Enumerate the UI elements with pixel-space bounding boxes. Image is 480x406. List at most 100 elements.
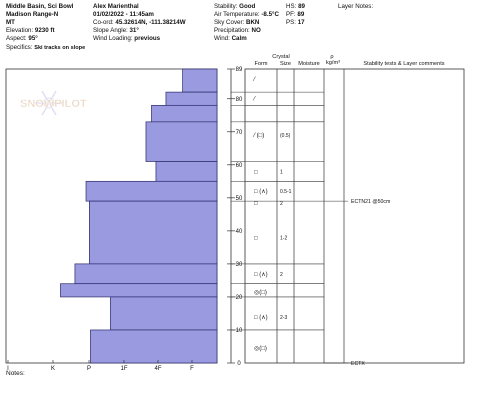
sky-label: Sky Cover: xyxy=(214,19,245,26)
slope: 31° xyxy=(129,27,139,34)
layer-notes-label: Layer Notes: xyxy=(338,3,374,10)
hardness-layers xyxy=(60,68,218,364)
hardness-layer-bar xyxy=(151,104,218,123)
elevation-label: Elevation: xyxy=(6,27,34,34)
grain-form: □ (∧) xyxy=(254,189,268,195)
grain-size: 0.5-1 xyxy=(280,189,292,195)
air-temp-label: Air Temperature: xyxy=(214,11,260,18)
watermark-text: SNOWPILOT xyxy=(20,98,87,110)
stability-tests: ECTN21 @50cm ECTX xyxy=(324,199,390,367)
depth-tick-label: 30 xyxy=(236,262,243,268)
hardness-layer-bar xyxy=(90,329,218,364)
depth-tick-label: 70 xyxy=(236,130,243,136)
grain-size: 2-3 xyxy=(280,315,287,321)
grain-form: ⁄ (□) xyxy=(252,133,264,139)
observer: Alex Marienthal xyxy=(93,3,139,10)
hs-label: HS: xyxy=(286,3,297,10)
grain-form: □ (∧) xyxy=(254,315,268,321)
grain-form: □ xyxy=(254,169,258,175)
wind-loading-label: Wind Loading: xyxy=(93,35,133,42)
hardness-layer-bar xyxy=(145,121,218,162)
datetime: 01/02/2022 - 11:45am xyxy=(93,11,154,18)
hardness-tick-label: 4F xyxy=(154,366,161,372)
hardness-layer-bar xyxy=(85,180,218,202)
grain-rows: ⁄ ⁄ ⁄ (□) (0.5) □ 1 □ (∧) 0.5-1 □ 2 □ 1-2 □ (∧) 2 ◎(□)… xyxy=(231,77,324,352)
grain-size: 2 xyxy=(280,272,283,278)
header-weather-block: Stability: Good Air Temperature: -8.5°C … xyxy=(214,3,279,43)
location: Middle Basin, Sci Bowl xyxy=(6,3,74,10)
aspect: 95° xyxy=(28,35,38,42)
hs: 89 xyxy=(298,3,305,10)
specifics-label: Specifics: xyxy=(6,44,33,51)
depth-tick-label: 20 xyxy=(236,295,243,301)
state: MT xyxy=(6,19,15,26)
air-temp: -8.5°C xyxy=(261,11,279,18)
hardness-layer-bar xyxy=(165,91,218,106)
size-header: Size xyxy=(280,61,291,67)
ps: 17 xyxy=(297,19,305,26)
grain-form: □ xyxy=(254,235,258,241)
hardness-layer-bar xyxy=(155,161,218,182)
depth-tick-label: 10 xyxy=(236,328,243,334)
grain-form: ◎(□) xyxy=(254,346,267,352)
rho-unit-header: kg/m³ xyxy=(326,60,340,66)
pf-label: PF: xyxy=(286,11,296,18)
depth-tick-label: 60 xyxy=(236,163,243,169)
stability-tests-header: Stability tests & Layer comments xyxy=(363,61,445,67)
header-observer-block: Alex Marienthal 01/02/2022 - 11:45am Co-… xyxy=(93,3,186,43)
grain-form: □ xyxy=(254,201,258,207)
grain-size: 1 xyxy=(280,169,283,175)
precip-label: Precipitation: xyxy=(214,27,250,34)
ps-label: PS: xyxy=(286,19,296,26)
depth-tick-label: 89 xyxy=(236,67,243,73)
header-layer-notes: Layer Notes: xyxy=(338,3,373,11)
sky: BKN xyxy=(246,19,260,26)
grain-size: 1-2 xyxy=(280,235,287,241)
form-header: Form xyxy=(254,61,268,67)
layer-table-frame xyxy=(244,68,465,364)
range: Madison Range-N xyxy=(6,11,59,18)
crystal-header: Crystal xyxy=(272,54,290,60)
hardness-tick-label: 1F xyxy=(120,366,127,372)
specifics-value: Ski tracks on slope xyxy=(34,45,86,51)
wind-loading: previous xyxy=(134,35,161,42)
test-label: ECTX xyxy=(351,361,365,367)
wind-label: Wind: xyxy=(214,35,230,42)
coord-label: Co-ord: xyxy=(93,19,114,26)
grain-size: 2 xyxy=(280,201,283,207)
snowpilot-watermark: SNOWPILOT xyxy=(20,90,87,116)
grain-form: ⁄ xyxy=(252,97,256,103)
depth-ticks: 0 10 20 30 40 50 60 70 80 89 xyxy=(227,67,243,367)
grain-form: ◎(□) xyxy=(254,290,267,296)
hardness-tick-label: F xyxy=(190,366,194,372)
coords: 45.32614N, -111.38214W xyxy=(115,19,186,26)
aspect-label: Aspect: xyxy=(6,35,27,42)
snowflake-icon xyxy=(35,90,63,116)
grain-form: □ (∧) xyxy=(254,272,268,278)
hardness-layer-bar xyxy=(88,200,218,265)
hardness-ticks: I K P 1F 4F F xyxy=(7,360,194,372)
depth-tick-label: 80 xyxy=(236,97,243,103)
header-depth-block: HS: 89 PF: 89 PS: 17 xyxy=(286,3,305,27)
specifics: Specifics: Ski tracks on slope xyxy=(6,44,85,51)
grain-form: ⁄ xyxy=(252,77,256,83)
depth-tick-label: 0 xyxy=(237,361,241,367)
pf: 89 xyxy=(297,11,305,18)
hardness-tick-label: I xyxy=(7,366,9,372)
depth-tick-label: 40 xyxy=(236,229,243,235)
test-label: ECTN21 @50cm xyxy=(351,199,390,205)
hardness-tick-label: K xyxy=(51,366,55,372)
hardness-layer-bar xyxy=(182,68,218,93)
hardness-layer-bar xyxy=(74,263,218,285)
wind: Calm xyxy=(231,35,247,42)
rho-header: ρ xyxy=(330,54,334,60)
hardness-layer-bar xyxy=(110,296,218,331)
hardness-tick-label: P xyxy=(87,366,91,372)
stability-label: Stability: xyxy=(214,3,238,10)
elevation: 9230 ft xyxy=(34,27,55,34)
hardness-layer-bar xyxy=(60,283,218,298)
header-location-block: Middle Basin, Sci Bowl Madison Range-N M… xyxy=(6,3,73,43)
depth-tick-label: 50 xyxy=(236,196,243,202)
grain-size: (0.5) xyxy=(280,133,291,139)
